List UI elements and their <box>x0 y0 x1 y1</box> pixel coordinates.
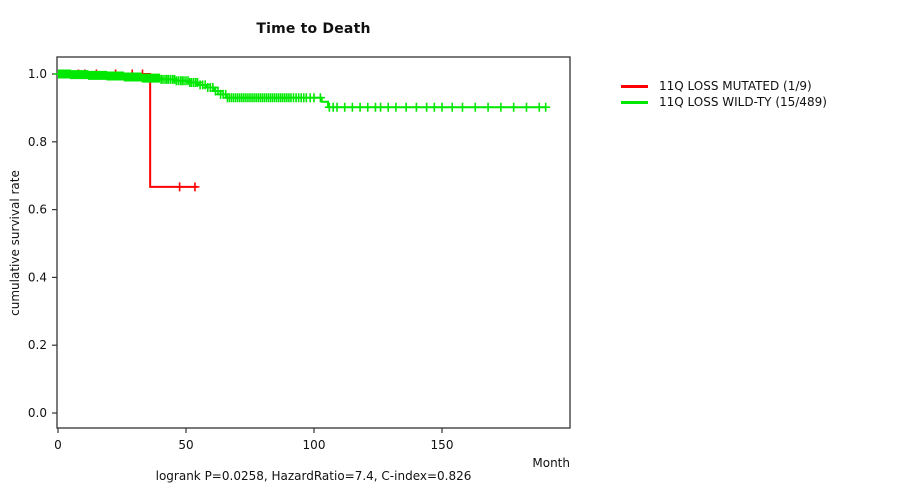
legend-line-mutated <box>621 84 648 88</box>
plot-box <box>56 56 571 429</box>
x-tick-label: 100 <box>303 438 326 452</box>
legend-label-wildtype: 11Q LOSS WILD-TY (15/489) <box>659 95 827 109</box>
x-axis-title: Month <box>532 456 570 470</box>
x-tick-label: 150 <box>431 438 454 452</box>
survival-curve-0 <box>58 73 198 188</box>
chart-title: Time to Death <box>256 21 371 37</box>
censor-marks-1 <box>54 69 551 112</box>
legend-line-wildtype <box>621 100 648 104</box>
y-tick-label: 0.6 <box>28 203 47 217</box>
legend-item-wildtype: 11Q LOSS WILD-TY (15/489) <box>621 95 827 109</box>
y-tick-label: 0.8 <box>28 135 47 149</box>
y-tick-label: 0.2 <box>28 338 47 352</box>
censor-marks-0 <box>73 69 200 192</box>
stats-footnote: logrank P=0.0258, HazardRatio=7.4, C-ind… <box>155 469 472 483</box>
legend: 11Q LOSS MUTATED (1/9) 11Q LOSS WILD-TY … <box>621 79 827 109</box>
y-tick-label: 0.0 <box>28 406 47 420</box>
y-tick-label: 1.0 <box>28 67 47 81</box>
x-tick-label: 0 <box>54 438 62 452</box>
legend-label-mutated: 11Q LOSS MUTATED (1/9) <box>659 79 812 93</box>
y-tick-label: 0.4 <box>28 270 47 284</box>
legend-item-mutated: 11Q LOSS MUTATED (1/9) <box>621 79 827 93</box>
x-tick-label: 50 <box>178 438 193 452</box>
